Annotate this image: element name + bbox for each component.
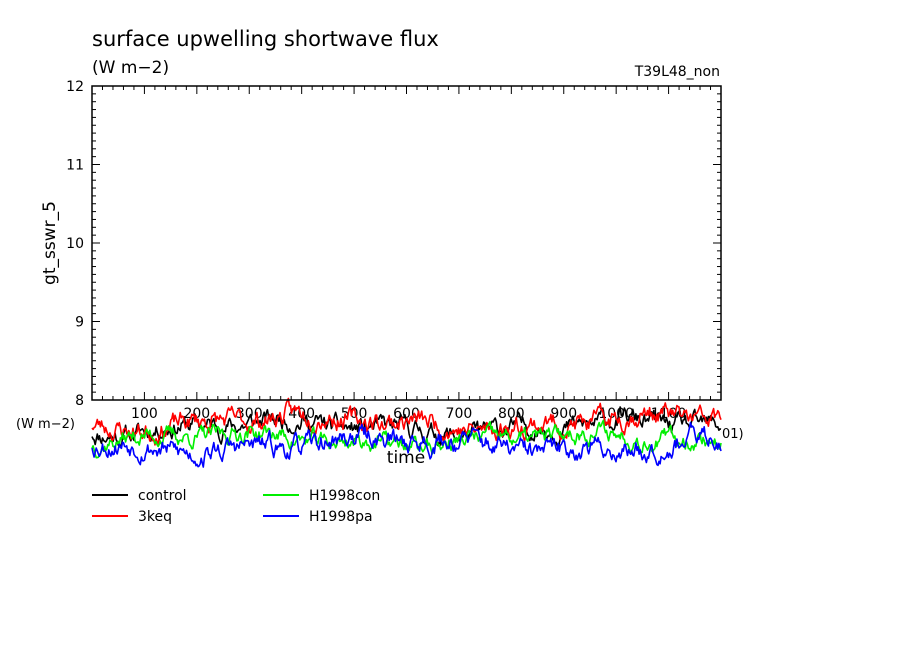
legend-label-H1998con: H1998con <box>309 488 380 504</box>
plot-frame <box>91 85 722 401</box>
series-line-3keq <box>91 397 722 447</box>
chart-title: surface upwelling shortwave flux <box>92 27 439 51</box>
y-ticks: 8 9 10 11 12 <box>66 79 721 409</box>
y-tick-label: 10 <box>66 236 84 252</box>
x-tick-label: 700 <box>446 406 473 422</box>
series-line-H1998pa <box>91 421 722 468</box>
x-tick-label: 100 <box>131 406 158 422</box>
x-tick-label: 800 <box>498 406 525 422</box>
x-units-label: (W m−2) <box>16 417 75 432</box>
legend-label-3keq: 3keq <box>138 509 172 525</box>
y-tick-label: 12 <box>66 79 84 95</box>
y-tick-label: 11 <box>66 158 84 174</box>
y-tick-label: 9 <box>75 315 84 331</box>
series-group <box>91 397 722 468</box>
legend-label-H1998pa: H1998pa <box>309 509 373 525</box>
x-end-label: 01) <box>722 427 744 442</box>
legend-label-control: control <box>138 488 187 504</box>
y-axis-label: gt_sswr_5 <box>40 201 60 285</box>
chart-units: (W m−2) <box>92 58 169 78</box>
y-tick-label: 8 <box>75 393 84 409</box>
legend: control 3keq H1998con H1998pa <box>92 488 380 525</box>
x-ticks: 100 200 300 400 500 600 700 800 900 1000 1100 <box>91 86 722 422</box>
x-axis-label: time <box>387 448 425 468</box>
x-tick-label: 900 <box>550 406 577 422</box>
run-label: T39L48_non <box>634 64 720 80</box>
